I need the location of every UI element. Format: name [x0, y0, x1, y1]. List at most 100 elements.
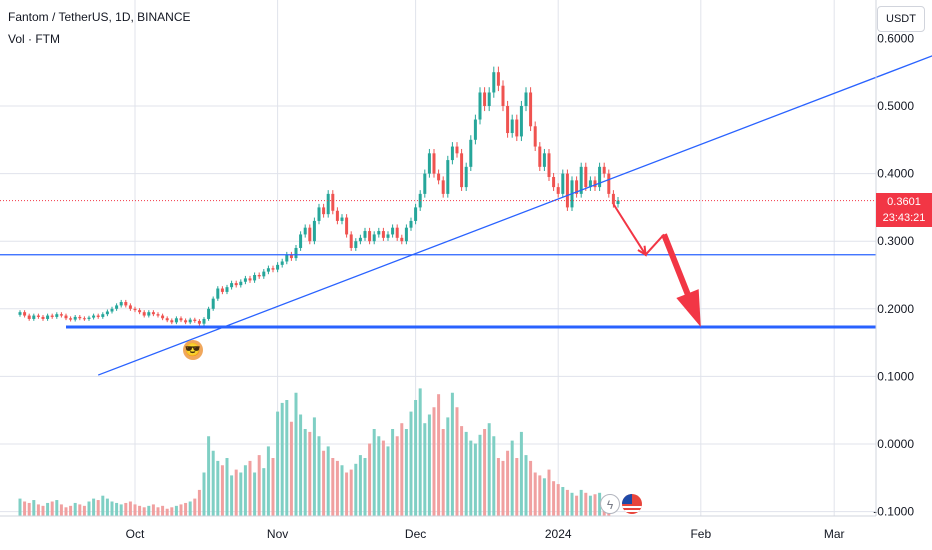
candle-body — [312, 220, 316, 242]
candle-body — [271, 268, 275, 270]
candle-body — [602, 166, 606, 174]
candle-body — [565, 173, 569, 208]
volume-bar — [138, 505, 142, 516]
x-tick-label: 2024 — [545, 527, 572, 541]
candle-body — [372, 234, 376, 242]
candle-body — [345, 217, 349, 235]
volume-bar — [165, 508, 169, 516]
candle-body — [105, 311, 109, 315]
candle-body — [414, 207, 418, 221]
candle-body — [46, 315, 50, 319]
volume-bar — [483, 429, 487, 516]
volume-bar — [243, 465, 247, 516]
volume-bar — [78, 504, 82, 516]
candle-body — [248, 278, 252, 281]
candle-body — [469, 139, 473, 167]
candle-body — [579, 166, 583, 194]
volume-bar — [64, 507, 68, 516]
bar-countdown: 23:43:21 — [882, 212, 926, 224]
candle-body — [156, 314, 160, 316]
candle-body — [483, 92, 487, 106]
volume-bar — [345, 472, 349, 516]
candle-body — [32, 315, 36, 319]
volume-bar — [418, 388, 422, 516]
x-tick-label: Oct — [126, 527, 145, 541]
volume-bar — [363, 458, 367, 516]
volume-bar — [262, 468, 266, 516]
volume-bar — [92, 498, 96, 516]
volume-bar — [510, 440, 514, 516]
volume-bar — [326, 446, 330, 516]
volume-bar — [50, 501, 54, 516]
volume-indicator-label[interactable]: Vol · FTM — [8, 32, 61, 46]
volume-bar — [487, 423, 491, 516]
candle-body — [96, 315, 100, 317]
candle-body — [73, 316, 77, 320]
volume-bar — [179, 504, 183, 516]
volume-bar — [386, 446, 390, 516]
candle-body — [588, 180, 592, 188]
candle-body — [561, 173, 565, 194]
volume-bar — [170, 507, 174, 516]
candle-body — [257, 275, 261, 277]
candle-body — [303, 227, 307, 235]
candle-body — [165, 318, 169, 321]
volume-bar — [253, 472, 257, 516]
candle-body — [607, 173, 611, 194]
candle-body — [124, 302, 128, 306]
candle-body — [326, 193, 330, 215]
volume-bar — [533, 472, 537, 516]
y-tick-label: 0.2000 — [877, 302, 914, 316]
candle-body — [450, 146, 454, 161]
candle-body — [243, 278, 247, 282]
candle-body — [556, 187, 560, 194]
projection-arrow-tip — [637, 245, 647, 257]
volume-bar — [556, 484, 560, 516]
candle-body — [92, 315, 96, 318]
candle-body — [36, 315, 40, 317]
volume-bar — [27, 502, 31, 516]
candle-body — [598, 166, 602, 188]
volume-bar — [588, 495, 592, 516]
axes: Oct Nov Dec 2024 Feb Mar 0.5000 0.4000 0.3000 0.2… — [0, 0, 914, 541]
volume-bar — [437, 394, 441, 516]
candle-body — [533, 126, 537, 147]
volume-bar — [409, 411, 413, 516]
flash-icon[interactable]: ϟ — [600, 494, 620, 514]
volume-bar — [216, 460, 220, 516]
volume-bar — [400, 423, 404, 516]
volume-bar — [391, 429, 395, 516]
sunglasses-emoji-icon[interactable]: 😎 — [183, 340, 203, 360]
candle-body — [349, 234, 353, 248]
volume-bar — [59, 504, 63, 516]
volume-bar — [308, 431, 312, 516]
candle-body — [492, 72, 496, 93]
volume-bar — [423, 423, 427, 516]
candle-body — [289, 254, 293, 259]
x-tick-label: Feb — [690, 527, 711, 541]
symbol-title[interactable]: Fantom / TetherUS, 1D, BINANCE — [8, 10, 191, 24]
volume-bar — [276, 411, 280, 516]
volume-bar — [565, 489, 569, 516]
volume-bar — [174, 505, 178, 516]
candle-body — [437, 173, 441, 181]
volume-bar — [441, 429, 445, 516]
volume-bar — [340, 465, 344, 516]
candle-body — [230, 283, 234, 288]
candle-body — [59, 314, 63, 316]
candle-body — [391, 227, 395, 235]
y-tick-label: 0.6000 — [877, 31, 914, 45]
us-flag-icon[interactable] — [622, 494, 642, 514]
volume-bar — [32, 500, 36, 516]
currency-button[interactable]: USDT — [877, 6, 925, 32]
volume-bar — [133, 504, 137, 516]
y-tick-label: 0.3000 — [877, 234, 914, 248]
candle-body — [404, 227, 408, 242]
volume-bar — [570, 492, 574, 516]
candle-body — [299, 234, 303, 248]
volume-bar — [156, 507, 160, 516]
volume-bar — [119, 504, 123, 516]
volume-bar — [55, 500, 59, 516]
candle-body — [87, 317, 91, 319]
